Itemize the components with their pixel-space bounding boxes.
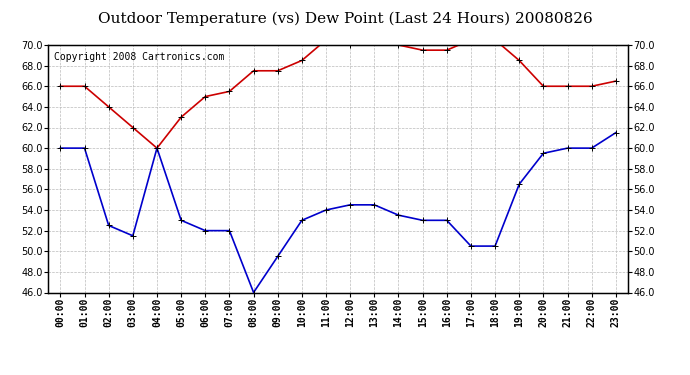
Text: Outdoor Temperature (vs) Dew Point (Last 24 Hours) 20080826: Outdoor Temperature (vs) Dew Point (Last…	[97, 11, 593, 26]
Text: Copyright 2008 Cartronics.com: Copyright 2008 Cartronics.com	[54, 53, 224, 62]
